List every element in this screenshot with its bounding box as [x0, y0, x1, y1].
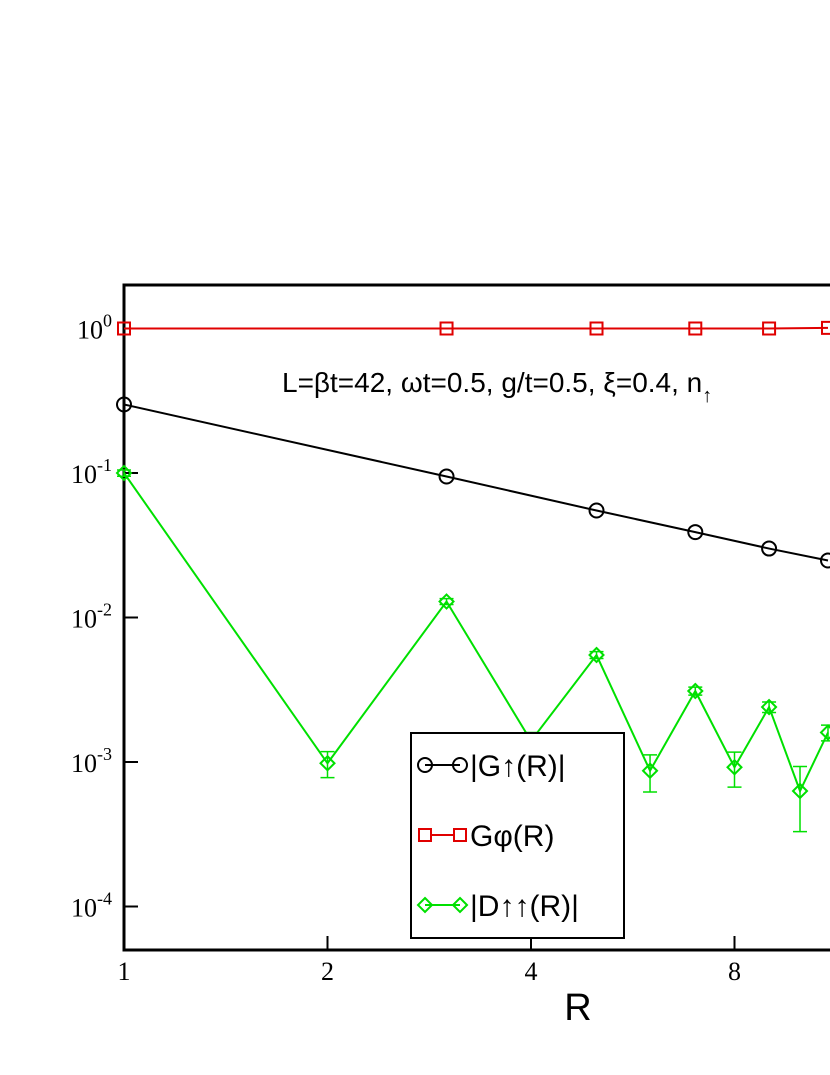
legend-marker [417, 757, 433, 773]
marker [115, 464, 133, 482]
x-tick-label: 2 [321, 957, 334, 986]
annotation-sub: ↑ [702, 385, 712, 407]
annotation: L=βt=42, ωt=0.5, g/t=0.5, ξ=0.4, n↑ [282, 367, 712, 407]
y-tick-base: 10 [77, 315, 103, 344]
legend-label: |G↑(R)| [470, 750, 566, 783]
marker [319, 754, 336, 772]
marker [726, 758, 743, 776]
y-tick-base: 10 [71, 749, 97, 778]
y-tick-label: 100 [77, 310, 112, 344]
error-bar [762, 701, 777, 714]
x-tick-label: 1 [118, 957, 131, 986]
marker [819, 552, 830, 569]
marker [438, 468, 455, 485]
error-bar [688, 686, 703, 696]
marker [589, 321, 604, 336]
legend-marker [418, 828, 432, 842]
series [116, 396, 830, 569]
marker [438, 593, 455, 610]
marker [588, 502, 605, 519]
error-bar [727, 751, 742, 788]
y-tick-label: 10-4 [71, 889, 112, 923]
legend-marker [452, 757, 468, 773]
y-tick-exp: -3 [97, 744, 112, 764]
y-tick-label: 10-3 [71, 744, 112, 778]
legend-label: |D↑↑(R)| [470, 890, 579, 923]
marker [688, 321, 703, 336]
marker [687, 524, 704, 541]
annotation-text: L=βt=42, ωt=0.5, g/t=0.5, ξ=0.4, n [282, 367, 702, 398]
error-bar [643, 754, 658, 793]
y-tick-label: 10-1 [71, 455, 112, 489]
marker [588, 646, 605, 664]
marker [641, 762, 659, 780]
y-tick-exp: -4 [97, 889, 112, 909]
x-tick-label: 4 [525, 957, 538, 986]
legend-marker [451, 896, 469, 914]
marker [760, 698, 778, 716]
marker [819, 724, 830, 741]
marker [439, 321, 454, 336]
y-tick-exp: -1 [97, 455, 112, 475]
marker [686, 682, 704, 700]
y-tick-exp: 0 [103, 310, 112, 330]
series [115, 464, 830, 833]
x-axis-label: R [564, 987, 591, 1029]
marker [762, 321, 777, 336]
legend-label: Gφ(R) [470, 820, 554, 853]
legend-marker [416, 896, 434, 914]
legend-marker [453, 828, 467, 842]
x-tick-label: 8 [728, 957, 741, 986]
series [117, 320, 830, 336]
series-line [123, 403, 829, 562]
marker [761, 540, 778, 557]
marker [116, 396, 132, 413]
marker [791, 782, 809, 800]
y-tick-base: 10 [71, 894, 97, 923]
series-line [124, 326, 829, 330]
y-tick-label: 10-2 [71, 600, 112, 634]
marker [820, 320, 830, 335]
y-tick-base: 10 [71, 605, 97, 634]
y-tick-exp: -2 [97, 600, 112, 620]
marker [117, 321, 131, 336]
y-tick-base: 10 [71, 460, 97, 489]
